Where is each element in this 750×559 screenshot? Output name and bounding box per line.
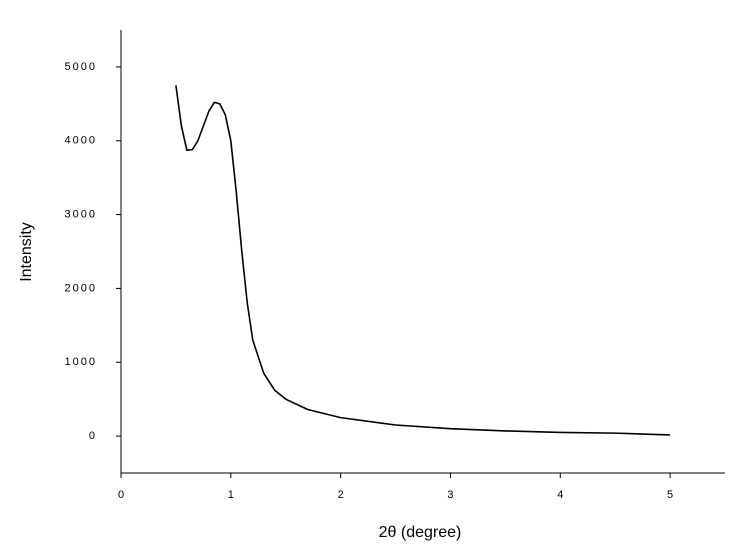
y-tick-label: 0 [89,430,97,442]
data-line [175,85,671,436]
x-tick-label: 1 [228,489,236,501]
y-tick-label: 4000 [65,135,97,147]
x-tick-label: 2 [338,489,346,501]
x-axis-label: 2θ (degree) [379,524,462,541]
x-tick-label: 3 [447,489,455,501]
x-tick-label: 0 [118,489,126,501]
x-tick-label: 4 [557,489,565,501]
x-tick-label: 5 [667,489,675,501]
y-tick-label: 3000 [65,208,97,220]
y-axis-label: Intensity [18,222,35,282]
y-tick-label: 1000 [65,356,97,368]
y-tick-label: 5000 [65,61,97,73]
y-tick-label: 2000 [65,282,97,294]
